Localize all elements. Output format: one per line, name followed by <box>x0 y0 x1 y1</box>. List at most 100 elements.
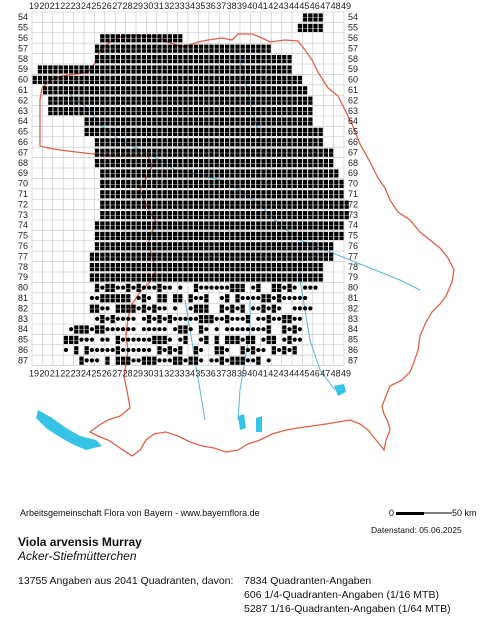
occurrence-square <box>178 194 183 199</box>
occurrence-square <box>141 298 146 303</box>
occurrence-square <box>240 242 245 247</box>
occurrence-square <box>199 205 204 209</box>
occurrence-square <box>115 267 120 272</box>
occurrence-square <box>136 273 141 278</box>
occurrence-square <box>136 278 141 282</box>
occurrence-square <box>225 90 230 95</box>
occurrence-square <box>110 257 115 261</box>
occurrence-square <box>105 236 110 240</box>
occurrence-square <box>266 184 271 188</box>
occurrence-square <box>323 174 328 178</box>
occurrence-square <box>188 44 193 49</box>
occurrence-square <box>235 283 240 288</box>
occurrence-square <box>199 138 204 143</box>
occurrence-square <box>308 226 313 230</box>
occurrence-square <box>219 75 224 80</box>
occurrence-square <box>292 96 297 101</box>
occurrence-square <box>188 148 193 153</box>
occurrence-square <box>308 159 313 164</box>
occurrence-square <box>308 169 313 174</box>
occurrence-square <box>323 179 328 184</box>
occurrence-square <box>126 49 131 53</box>
occurrence-square <box>121 174 126 178</box>
occurrence-square <box>199 242 204 247</box>
occurrence-square <box>318 13 323 18</box>
occurrence-square <box>69 96 74 101</box>
occurrence-square <box>63 101 68 105</box>
y-axis-label: 57 <box>348 43 358 53</box>
occurrence-square <box>209 242 214 247</box>
occurrence-square <box>214 65 219 70</box>
occurrence-square <box>178 59 183 64</box>
occurrence-square <box>188 242 193 247</box>
occurrence-square <box>126 174 131 178</box>
occurrence-square <box>251 194 256 199</box>
occurrence-square <box>225 86 230 91</box>
occurrence-square <box>48 101 53 105</box>
occurrence-square <box>74 101 79 105</box>
occurrence-square <box>105 122 110 126</box>
x-axis-label: 38 <box>227 369 237 379</box>
occurrence-square <box>339 215 344 220</box>
occurrence-square <box>214 340 219 344</box>
occurrence-square <box>266 49 271 53</box>
occurrence-square <box>173 101 178 105</box>
occurrence-square <box>277 169 282 174</box>
occurrence-square <box>313 190 318 195</box>
occurrence-square <box>95 148 100 153</box>
occurrence-square <box>193 236 198 240</box>
occurrence-square <box>105 86 110 91</box>
occurrence-square <box>308 221 313 226</box>
occurrence-square <box>79 80 84 84</box>
occurrence-square <box>344 205 349 209</box>
occurrence-square <box>178 153 183 157</box>
occurrence-square <box>126 117 131 122</box>
x-axis-label: 30 <box>143 369 153 379</box>
occurrence-square <box>95 111 100 116</box>
occurrence-square <box>303 226 308 230</box>
occurrence-dot <box>188 316 193 321</box>
occurrence-square <box>115 179 120 184</box>
occurrence-square <box>95 59 100 64</box>
occurrence-square <box>188 294 193 299</box>
occurrence-square <box>121 96 126 101</box>
occurrence-square <box>230 231 235 236</box>
occurrence-square <box>178 273 183 278</box>
occurrence-square <box>271 132 276 136</box>
occurrence-square <box>209 70 214 74</box>
occurrence-square <box>188 200 193 205</box>
occurrence-square <box>110 159 115 164</box>
occurrence-square <box>271 174 276 178</box>
occurrence-square <box>282 330 287 334</box>
occurrence-square <box>297 169 302 174</box>
y-axis-label: 65 <box>348 127 358 137</box>
occurrence-square <box>266 169 271 174</box>
occurrence-square <box>271 346 276 351</box>
occurrence-square <box>230 90 235 95</box>
occurrence-square <box>43 65 48 70</box>
occurrence-square <box>100 59 105 64</box>
occurrence-square <box>251 215 256 220</box>
occurrence-square <box>225 80 230 84</box>
occurrence-square <box>126 86 131 91</box>
occurrence-square <box>287 111 292 116</box>
occurrence-square <box>167 59 172 64</box>
occurrence-square <box>167 117 172 122</box>
occurrence-square <box>245 111 250 116</box>
occurrence-square <box>157 163 162 168</box>
occurrence-square <box>167 38 172 43</box>
occurrence-square <box>240 236 245 240</box>
occurrence-square <box>308 184 313 188</box>
occurrence-dot <box>261 347 266 353</box>
occurrence-square <box>173 236 178 240</box>
occurrence-square <box>219 127 224 132</box>
occurrence-square <box>251 200 256 205</box>
occurrence-square <box>219 163 224 168</box>
occurrence-square <box>53 65 58 70</box>
occurrence-square <box>209 257 214 261</box>
occurrence-square <box>199 96 204 101</box>
occurrence-square <box>277 107 282 112</box>
occurrence-square <box>157 200 162 205</box>
occurrence-dot <box>230 316 235 321</box>
occurrence-square <box>225 96 230 101</box>
